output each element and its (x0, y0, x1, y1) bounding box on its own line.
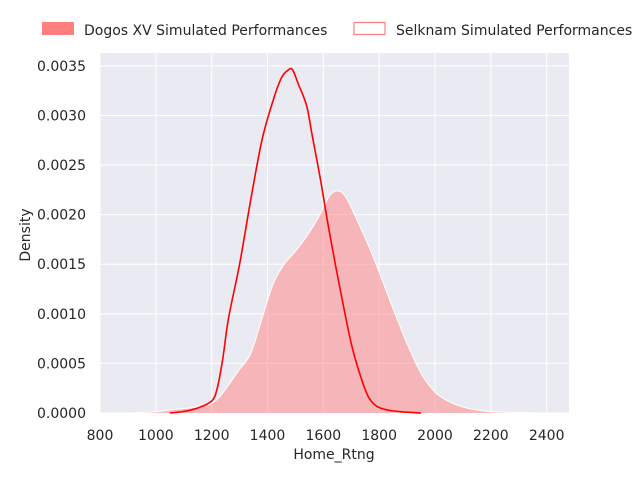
x-tick-label: 1600 (306, 428, 342, 444)
x-tick-label: 1400 (250, 428, 286, 444)
y-tick-label: 0.0035 (37, 59, 86, 75)
y-tick-label: 0.0030 (37, 108, 86, 124)
y-tick-label: 0.0005 (37, 356, 86, 372)
series-area-0 (122, 190, 550, 413)
y-tick-label: 0.0015 (37, 257, 86, 273)
legend-swatch-dogos (42, 22, 74, 35)
legend-label-selknam: Selknam Simulated Performances (396, 23, 632, 39)
x-tick-label: 1000 (138, 428, 174, 444)
legend-label-dogos: Dogos XV Simulated Performances (84, 23, 327, 39)
x-tick-label: 1200 (194, 428, 230, 444)
y-tick-label: 0.0020 (37, 208, 86, 224)
series-layer (122, 67, 550, 414)
tick-labels: 800 1000 1200 1400 1600 1800 2000 2200 2400 0.000… (37, 59, 564, 444)
x-tick-label: 2000 (417, 428, 453, 444)
x-tick-label: 800 (87, 428, 114, 444)
x-tick-label: 2400 (529, 428, 565, 444)
y-tick-label: 0.0025 (37, 158, 86, 174)
legend: Dogos XV Simulated Performances Selknam … (42, 21, 632, 39)
x-tick-label: 1800 (361, 428, 397, 444)
x-axis-label: Home_Rtng (293, 447, 374, 463)
y-tick-label: 0.0000 (37, 406, 86, 422)
y-axis-label: Density (18, 208, 34, 261)
legend-swatch-selknam (353, 21, 386, 36)
x-tick-label: 2200 (473, 428, 509, 444)
series-line-1 (169, 67, 422, 414)
y-tick-label: 0.0010 (37, 307, 86, 323)
